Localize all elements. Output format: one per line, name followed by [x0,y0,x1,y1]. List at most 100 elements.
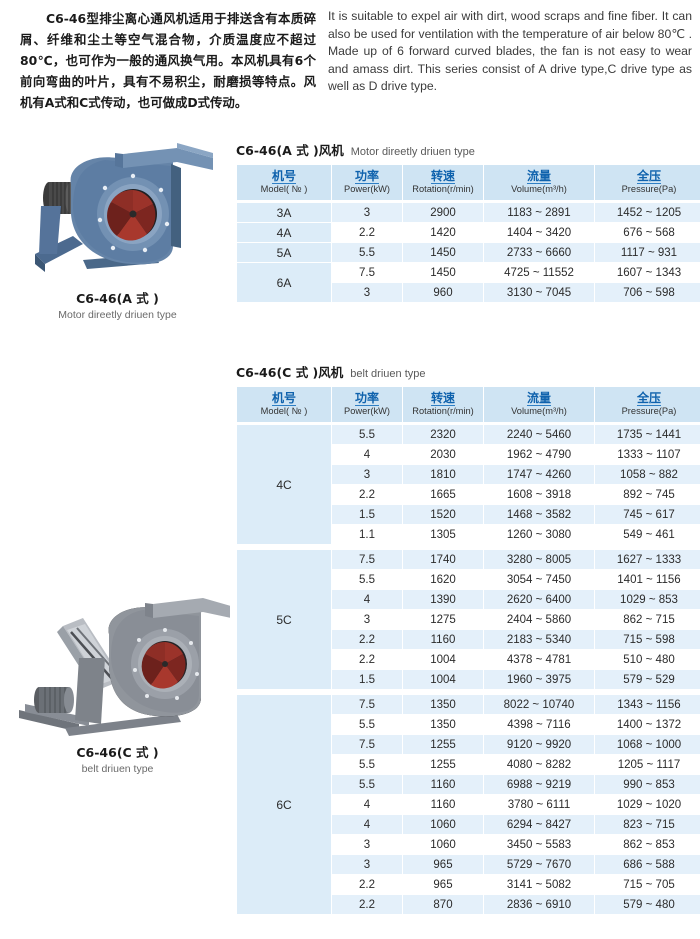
table-row: 2.2 1004 4378 ~ 4781 510 ~ 480 [237,650,700,669]
cell-power: 1.1 [332,525,402,544]
cell-model: 5C [237,550,331,689]
cell-power: 7.5 [332,695,402,714]
cell-model: 4C [237,425,331,544]
figure-a-caption-chinese: C6-46(A 式 ) [76,291,159,306]
cell-volume: 5729 ~ 7670 [484,855,594,874]
column-header-power: 功率 Power(kW) [332,387,402,424]
group-separator-cell [403,545,483,549]
cell-volume: 3141 ~ 5082 [484,875,594,894]
column-header-rotation: 转速 Rotation(r/min) [403,387,483,424]
cell-power: 4 [332,815,402,834]
cell-volume: 1404 ~ 3420 [484,223,594,242]
group-separator-cell [484,690,594,694]
cell-rotation: 1420 [403,223,483,242]
table-row: 1.5 1520 1468 ~ 3582 745 ~ 617 [237,505,700,524]
cell-power: 3 [332,610,402,629]
table-a-header-row: 机号 Model( № ) 功率 Power(kW) 转速 Rotation(r… [237,165,700,202]
column-header-volume-cn: 流量 [526,391,551,406]
figure-c-caption-english: belt driuen type [81,763,154,775]
cell-power: 2.2 [332,650,402,669]
table-row: 5.5 1160 6988 ~ 9219 990 ~ 853 [237,775,700,794]
cell-rotation: 960 [403,283,483,302]
figure-c-caption-chinese: C6-46(C 式 ) [76,745,159,760]
column-header-model: 机号 Model( № ) [237,387,331,424]
column-header-model-cn: 机号 [271,169,296,184]
cell-pressure: 510 ~ 480 [595,650,700,669]
cell-volume: 4080 ~ 8282 [484,755,594,774]
column-header-rotation-cn: 转速 [430,169,455,184]
cell-volume: 1960 ~ 3975 [484,670,594,689]
column-header-model-en: Model( № ) [260,184,308,194]
cell-volume: 2836 ~ 6910 [484,895,594,914]
cell-volume: 1260 ~ 3080 [484,525,594,544]
cell-power: 3 [332,855,402,874]
cell-power: 4 [332,795,402,814]
cell-power: 1.5 [332,505,402,524]
table-c-title-chinese: C6-46(C 式 )风机 [236,365,344,380]
fan-a-type-illustration [35,143,213,272]
table-row: 1.1 1305 1260 ~ 3080 549 ~ 461 [237,525,700,544]
cell-power: 5.5 [332,715,402,734]
table-row: 5C 7.5 1740 3280 ~ 8005 1627 ~ 1333 [237,550,700,689]
cell-volume: 6988 ~ 9219 [484,775,594,794]
table-row: 3 1275 2404 ~ 5860 862 ~ 715 [237,610,700,629]
cell-volume: 6294 ~ 8427 [484,815,594,834]
table-row: 5A 5.5 1450 2733 ~ 6660 1117 ~ 931 [237,243,700,262]
figure-a-caption-english: Motor direetly driuen type [58,309,177,321]
cell-rotation: 1620 [403,570,483,589]
table-c-title-english: belt driuen type [350,368,426,380]
table-row: 2.2 965 3141 ~ 5082 715 ~ 705 [237,875,700,894]
column-header-volume: 流量 Volume(m³/h) [484,387,594,424]
cell-volume: 3130 ~ 7045 [484,283,594,302]
cell-pressure: 676 ~ 568 [595,223,700,242]
cell-power: 4 [332,590,402,609]
cell-pressure: 1735 ~ 1441 [595,425,700,444]
cell-power: 3 [332,203,402,222]
cell-pressure: 1400 ~ 1372 [595,715,700,734]
cell-power: 2.2 [332,895,402,914]
cell-volume: 2404 ~ 5860 [484,610,594,629]
cell-volume: 4725 ~ 11552 [484,263,594,282]
column-header-pressure-cn: 全压 [636,391,661,406]
column-header-model-en: Model( № ) [260,406,308,416]
cell-rotation: 870 [403,895,483,914]
cell-power: 5.5 [332,243,402,262]
table-row: 6A 7.5 1450 4725 ~ 11552 1607 ~ 1343 [237,263,700,302]
table-row: 2.2 870 2836 ~ 6910 579 ~ 480 [237,895,700,914]
cell-pressure: 706 ~ 598 [595,283,700,302]
group-separator-cell [332,545,402,549]
cell-power: 5.5 [332,755,402,774]
table-row: 4C 5.5 2320 2240 ~ 5460 1735 ~ 1441 [237,425,700,544]
cell-model: 6A [237,263,331,302]
cell-volume: 1468 ~ 3582 [484,505,594,524]
group-separator-cell [332,690,402,694]
column-header-power-cn: 功率 [354,169,379,184]
cell-rotation: 965 [403,855,483,874]
column-header-pressure: 全压 Pressure(Pa) [595,387,700,424]
cell-power: 7.5 [332,550,402,569]
cell-rotation: 1060 [403,815,483,834]
table-row: 4 1160 3780 ~ 6111 1029 ~ 1020 [237,795,700,814]
cell-rotation: 1160 [403,630,483,649]
cell-model: 3A [237,203,331,222]
group-separator-cell [237,545,331,549]
cell-pressure: 1333 ~ 1107 [595,445,700,464]
cell-pressure: 1029 ~ 853 [595,590,700,609]
cell-rotation: 1520 [403,505,483,524]
cell-rotation: 1160 [403,775,483,794]
cell-power: 4 [332,445,402,464]
cell-rotation: 2900 [403,203,483,222]
cell-power: 2.2 [332,630,402,649]
table-a-body: 3A 3 2900 1183 ~ 2891 1452 ~ 1205 4A 2.2 1420 14… [237,203,700,302]
column-header-rotation-cn: 转速 [430,391,455,406]
table-row: 4 1060 6294 ~ 8427 823 ~ 715 [237,815,700,834]
group-separator [237,690,700,694]
table-row: 6C 7.5 1350 8022 ~ 10740 1343 ~ 1156 [237,695,700,914]
column-header-volume-en: Volume(m³/h) [511,184,567,194]
cell-rotation: 1810 [403,465,483,484]
cell-rotation: 1160 [403,795,483,814]
cell-rotation: 1275 [403,610,483,629]
table-a-title-english: Motor direetly driuen type [350,146,475,158]
cell-pressure: 715 ~ 705 [595,875,700,894]
cell-pressure: 1058 ~ 882 [595,465,700,484]
